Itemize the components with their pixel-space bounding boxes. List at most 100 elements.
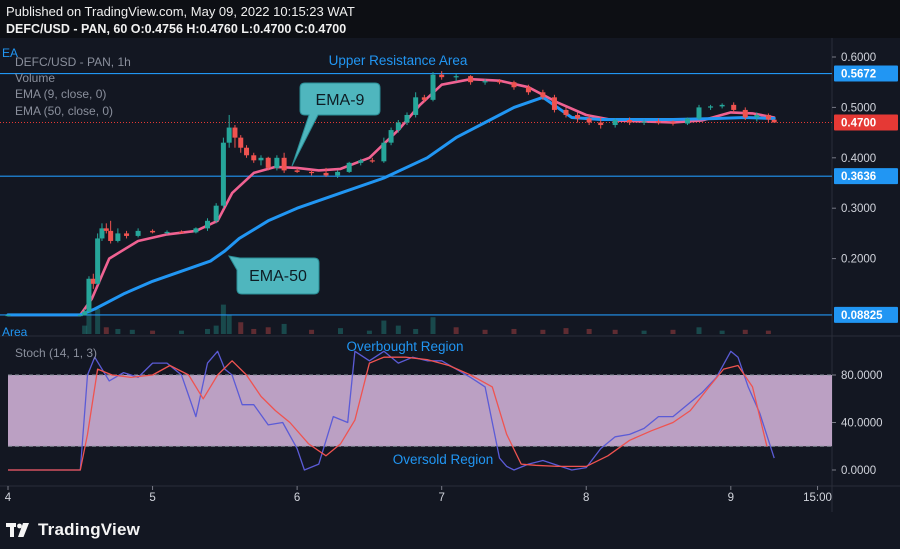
candle-body — [696, 107, 702, 119]
price-label-box-support — [834, 168, 898, 185]
published-caption: Published on TradingView.com, May 09, 20… — [6, 4, 355, 19]
candle-body — [346, 162, 352, 172]
volume-bar — [238, 322, 244, 334]
price-label-support: 0.08825 — [841, 310, 883, 322]
volume-bar — [641, 330, 647, 334]
candle-body — [323, 172, 329, 176]
x-tick-label: 8 — [583, 492, 589, 504]
volume-bar — [482, 329, 488, 334]
price-label-box-current — [834, 114, 898, 131]
volume-bar — [86, 292, 92, 334]
candle-body — [95, 238, 101, 284]
volume-bar — [281, 323, 287, 334]
candle-body — [563, 109, 569, 115]
price-label-resistance: 0.5672 — [841, 69, 876, 81]
stoch-k-line — [8, 350, 775, 471]
y-tick-label: 0.5000 — [841, 102, 876, 114]
legend-stoch: Stoch (14, 1, 3) — [15, 346, 97, 360]
chart-area[interactable]: Stoch (14, 1, 3) Overbought Region Oversol… — [0, 0, 900, 512]
candle-body — [641, 121, 647, 123]
candle-body — [265, 157, 271, 168]
candle-body — [164, 231, 170, 234]
candle-body — [358, 160, 364, 163]
volume-bar — [719, 330, 725, 334]
candle-body — [404, 114, 410, 123]
candle-body — [684, 118, 690, 124]
candle-body — [381, 142, 387, 162]
footer — [0, 512, 900, 549]
volume-bar — [395, 325, 401, 334]
candle-body — [251, 155, 257, 161]
stoch-y-tick-label: 0.0000 — [841, 465, 876, 477]
x-tick-label: 7 — [438, 492, 444, 504]
candle-body — [511, 82, 517, 88]
candle-body — [90, 278, 96, 284]
volume-bar — [129, 329, 135, 334]
candle-body — [99, 228, 105, 239]
candle-body — [468, 76, 474, 83]
x-tick-label: 9 — [728, 492, 734, 504]
volume-bar — [670, 329, 676, 334]
stoch-y-tick-label: 80.0000 — [841, 370, 883, 382]
candle-body — [525, 87, 531, 93]
candle-body — [421, 97, 427, 100]
candle-body — [258, 157, 264, 161]
candle-body — [204, 220, 210, 229]
candle-body — [430, 74, 436, 100]
ema9-callout — [291, 82, 381, 167]
volume-bar — [265, 327, 271, 334]
legend-ema50: EMA (50, close, 0) — [15, 104, 113, 118]
stoch-d-line — [8, 356, 768, 471]
candle-body — [150, 230, 156, 233]
ohlc-readout: DEFC/USD - PAN, 60 O:0.4756 H:0.4760 L:0… — [6, 22, 347, 36]
candle-body — [108, 230, 114, 241]
tradingview-logo[interactable]: TradingView — [6, 519, 140, 541]
candle-body — [413, 97, 419, 115]
y-tick-label: 0.4000 — [841, 153, 876, 165]
candle-body — [232, 127, 238, 138]
candle-body — [388, 130, 394, 143]
volume-bar — [213, 325, 219, 334]
candle-body — [627, 120, 633, 123]
candle-body — [497, 81, 503, 83]
candle-body — [395, 122, 401, 131]
x-tick-label: 4 — [5, 492, 12, 504]
candle-body — [103, 228, 109, 231]
ema50-callout — [228, 255, 320, 295]
candle-body — [670, 122, 676, 124]
legend-volume: Volume — [15, 71, 55, 85]
volume-bar — [586, 328, 592, 334]
candle-body — [731, 104, 737, 110]
candle-body — [77, 314, 83, 317]
candle-body — [86, 278, 92, 312]
volume-bar — [612, 329, 618, 334]
candle-body — [771, 119, 777, 123]
tradingview-logo-icon — [6, 522, 32, 538]
candle-body — [294, 170, 300, 172]
candle-body — [309, 171, 315, 174]
candle-body — [115, 233, 121, 241]
candle-body — [369, 160, 375, 162]
candle-body — [238, 137, 244, 148]
candle-body — [612, 120, 618, 126]
candle-body — [551, 97, 557, 110]
candle-body — [540, 92, 546, 98]
candle-body — [719, 104, 725, 107]
volume-bar — [115, 328, 121, 334]
volume-bar — [453, 327, 459, 334]
volume-bar — [366, 330, 372, 334]
legend-symbol: DEFC/USD - PAN, 1h — [15, 55, 131, 69]
candle-body — [178, 231, 184, 234]
volume-bar — [563, 328, 569, 334]
volume-bar — [150, 330, 156, 334]
legend-ema9: EMA (9, close, 0) — [15, 87, 106, 101]
volume-bar — [251, 328, 257, 334]
candle-body — [439, 74, 445, 78]
price-label-box-resistance — [834, 65, 898, 82]
candle-body — [575, 114, 581, 119]
price-label-current: 0.4700 — [841, 118, 876, 130]
candle-body — [274, 157, 280, 168]
volume-bar — [696, 327, 702, 334]
candle-body — [226, 127, 232, 143]
oversold-label: Oversold Region — [393, 452, 494, 467]
